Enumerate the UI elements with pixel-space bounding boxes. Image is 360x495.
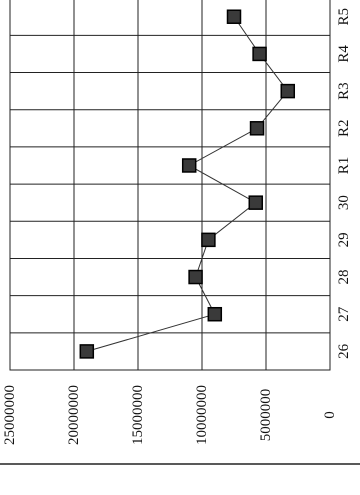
category-tick-label: R4: [336, 45, 352, 63]
value-tick-label: 25000000: [2, 385, 18, 445]
data-point-marker: [252, 46, 267, 62]
value-tick-label: 20000000: [66, 385, 82, 445]
data-point-marker: [248, 195, 264, 210]
data-point-marker: [181, 158, 197, 173]
data-point-marker: [201, 232, 216, 248]
category-tick-label: 26: [336, 343, 352, 359]
category-tick-label: 27: [336, 306, 352, 322]
plot-frame: [0, 0, 360, 465]
data-point-marker: [226, 9, 242, 24]
data-point-marker: [207, 306, 223, 322]
marker-group: [79, 9, 296, 359]
series-line-group: [86, 16, 289, 352]
category-tick-labels: 26 27 28 29 30 R1 R2 R3 R4 R5: [336, 8, 352, 359]
category-tick-label: 30: [336, 195, 352, 210]
value-tick-label: 15000000: [130, 385, 146, 445]
category-tick-label: R2: [336, 120, 352, 138]
value-tick-label: 0: [322, 411, 338, 419]
value-tick-label: 10000000: [194, 385, 210, 445]
data-point-marker: [188, 269, 203, 285]
category-tick-label: R1: [336, 157, 352, 175]
series-line: [86, 16, 289, 352]
category-tick-label: R3: [336, 82, 352, 100]
category-tick-label: 29: [336, 232, 352, 247]
value-tick-label: 5000000: [258, 389, 274, 442]
data-point-marker: [249, 121, 265, 136]
category-tick-label: R5: [336, 8, 352, 26]
grid: [9, 0, 331, 371]
data-point-marker: [280, 83, 296, 99]
data-point-marker: [79, 344, 95, 359]
plot-border: [9, 0, 331, 371]
category-tick-label: 28: [336, 270, 352, 285]
value-tick-labels: 0 5000000 10000000 15000000 20000000 25000000: [2, 385, 338, 445]
